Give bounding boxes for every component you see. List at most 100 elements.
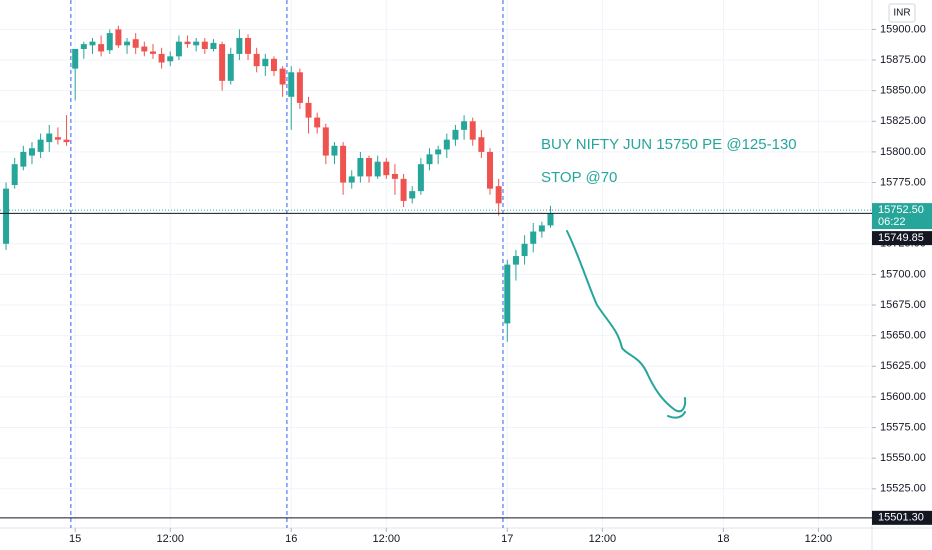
- candle-body: [106, 33, 113, 51]
- candle-body: [262, 58, 269, 67]
- x-tick-label: 16: [285, 533, 297, 545]
- price-label-box: [872, 203, 932, 230]
- candle-body: [210, 42, 217, 50]
- candle-body: [132, 39, 139, 48]
- candle-body: [357, 158, 364, 177]
- currency: INR: [893, 8, 910, 19]
- candle-body: [547, 213, 554, 226]
- x-tick-label: 12:00: [373, 533, 401, 545]
- candle-body: [521, 243, 528, 257]
- candle-body: [504, 264, 511, 324]
- candle-body: [288, 72, 295, 97]
- candle-body: [37, 139, 44, 152]
- y-tick-label: 15850.00: [880, 85, 926, 97]
- candle-body: [391, 173, 398, 179]
- y-tick-label: 15550.00: [880, 452, 926, 464]
- candle-body: [478, 137, 485, 152]
- candle-body: [469, 121, 476, 140]
- annotation: BUY NIFTY JUN 15750 PE @125-130: [541, 136, 797, 153]
- candle-body: [3, 188, 10, 244]
- y-tick-label: 15700.00: [880, 268, 926, 280]
- candle-body: [80, 44, 87, 50]
- candle-body: [495, 186, 502, 204]
- candle-body: [435, 149, 442, 155]
- candle-body: [141, 46, 148, 52]
- candle-body: [158, 53, 165, 63]
- candle-body: [175, 41, 182, 57]
- x-tick-label: 12:00: [156, 533, 184, 545]
- candle-body: [236, 37, 243, 54]
- candle-body: [461, 121, 468, 130]
- candle-body: [538, 225, 545, 232]
- candle-body: [193, 41, 200, 46]
- price-label: 15749.85: [878, 232, 924, 244]
- x-tick-label: 17: [501, 533, 513, 545]
- x-tick-label: 18: [717, 533, 729, 545]
- y-tick-label: 15600.00: [880, 391, 926, 403]
- candle-body: [383, 161, 390, 176]
- candle-body: [296, 72, 303, 103]
- candle-body: [374, 161, 381, 177]
- candle-body: [279, 68, 286, 85]
- annotation: STOP @70: [541, 169, 617, 186]
- y-tick-label: 15775.00: [880, 176, 926, 188]
- candle-body: [63, 139, 70, 143]
- y-tick-label: 15825.00: [880, 115, 926, 127]
- y-tick-label: 15900.00: [880, 23, 926, 35]
- candle-body: [54, 137, 61, 140]
- candle-body: [487, 151, 494, 189]
- candle-body: [331, 145, 338, 156]
- candle-body: [348, 176, 355, 183]
- candle-body: [426, 154, 433, 165]
- candle-body: [253, 53, 260, 67]
- candle-body: [72, 49, 79, 69]
- candle-body: [89, 41, 96, 46]
- currency-box: [888, 3, 916, 23]
- y-tick-label: 15650.00: [880, 330, 926, 342]
- candle-body: [512, 256, 519, 265]
- candle-body: [115, 29, 122, 46]
- candle-body: [201, 41, 208, 50]
- candle-body: [322, 127, 329, 156]
- candle-body: [340, 145, 347, 183]
- candle-body: [149, 51, 156, 54]
- y-tick-label: 15575.00: [880, 421, 926, 433]
- x-tick-label: 12:00: [805, 533, 833, 545]
- candle-body: [270, 58, 277, 72]
- candle-body: [11, 164, 18, 185]
- candle-body: [28, 148, 35, 156]
- candle-body: [314, 117, 321, 128]
- candle-body: [400, 178, 407, 201]
- candle-body: [245, 37, 252, 54]
- candle-body: [124, 41, 131, 46]
- candle-body: [227, 53, 234, 81]
- candle-body: [530, 231, 537, 244]
- y-tick-label: 15525.00: [880, 483, 926, 495]
- price-label: 15752.50: [878, 204, 924, 216]
- candle-body: [409, 191, 416, 199]
- candle-body: [417, 164, 424, 192]
- candle-body: [98, 44, 105, 52]
- price-label-box: [872, 510, 932, 525]
- y-tick-label: 15625.00: [880, 360, 926, 372]
- price-label-box: [872, 231, 932, 246]
- countdown: 06:22: [878, 216, 906, 228]
- x-tick-label: 12:00: [589, 533, 617, 545]
- candle-body: [184, 41, 191, 45]
- candle-body: [46, 133, 53, 143]
- price-label: 15501.30: [878, 512, 924, 524]
- x-tick-label: 15: [69, 533, 81, 545]
- candle-body: [443, 139, 450, 150]
- candle-body: [452, 129, 459, 140]
- y-tick-label: 15675.00: [880, 299, 926, 311]
- candle-body: [366, 158, 373, 177]
- candle-body: [167, 56, 174, 62]
- candle-body: [219, 44, 226, 81]
- y-tick-label: 15875.00: [880, 54, 926, 66]
- candle-body: [305, 102, 312, 118]
- y-tick-label: 15800.00: [880, 146, 926, 158]
- candle-body: [20, 151, 27, 167]
- drawn-arrow: [566, 230, 687, 419]
